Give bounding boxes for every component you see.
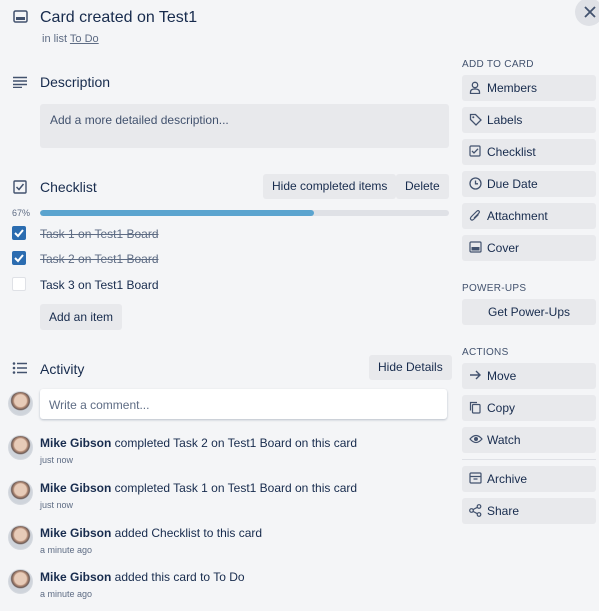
checklist-item-2[interactable]: Task 2 on Test1 Board [40, 252, 159, 266]
attachment-button[interactable]: Attachment [462, 203, 596, 229]
checklist-item-1[interactable]: Task 1 on Test1 Board [40, 227, 159, 241]
arrow-right-icon [470, 370, 481, 380]
archive-label: Archive [487, 472, 528, 486]
due-date-label: Due Date [487, 177, 538, 191]
checklist-label: Checklist [487, 145, 536, 159]
copy-button[interactable]: Copy [462, 395, 596, 421]
move-label: Move [487, 369, 517, 383]
add-item-button[interactable]: Add an item [40, 304, 123, 330]
share-button[interactable]: Share [462, 498, 596, 524]
get-power-ups-button[interactable]: Get Power-Ups [462, 299, 596, 325]
activity-user[interactable]: Mike Gibson [40, 570, 112, 584]
attachment-label: Attachment [487, 209, 548, 223]
activity-entry: Mike Gibson completed Task 2 on Test1 Bo… [40, 436, 357, 450]
power-ups-heading: POWER-UPS [462, 283, 527, 294]
close-icon [584, 6, 596, 18]
add-to-card-heading: ADD TO CARD [462, 59, 534, 70]
activity-entry: Mike Gibson completed Task 1 on Test1 Bo… [40, 481, 357, 495]
description-icon [13, 76, 27, 88]
check-icon [14, 229, 24, 238]
hide-details-button[interactable]: Hide Details [369, 355, 452, 380]
activity-text: added this card to To Do [111, 570, 245, 584]
description-field[interactable]: Add a more detailed description... [40, 104, 449, 148]
list-info: in list To Do [42, 33, 99, 45]
members-label: Members [487, 81, 538, 95]
activity-text: added Checklist to this card [111, 526, 263, 540]
progress-percent: 67% [12, 208, 31, 218]
labels-button[interactable]: Labels [462, 107, 596, 133]
activity-time[interactable]: a minute ago [40, 545, 93, 555]
activity-entry: Mike Gibson added this card to To Do [40, 570, 245, 584]
checklist-icon [469, 145, 481, 157]
activity-time[interactable]: a minute ago [40, 589, 93, 599]
cover-button[interactable]: Cover [462, 235, 596, 261]
eye-icon [469, 434, 483, 444]
avatar [8, 435, 33, 460]
archive-button[interactable]: Archive [462, 466, 596, 492]
cover-label: Cover [487, 241, 520, 255]
list-link[interactable]: To Do [69, 33, 99, 45]
activity-user[interactable]: Mike Gibson [40, 526, 112, 540]
copy-label: Copy [487, 401, 516, 415]
clock-icon [469, 177, 482, 190]
activity-time[interactable]: just now [40, 455, 74, 465]
due-date-button[interactable]: Due Date [462, 171, 596, 197]
cover-icon [469, 241, 482, 253]
delete-checklist-button[interactable]: Delete [396, 174, 449, 199]
comment-input[interactable]: Write a comment... [40, 389, 447, 419]
close-button[interactable] [575, 0, 599, 26]
archive-icon [469, 472, 482, 484]
get-power-ups-label: Get Power-Ups [487, 305, 571, 319]
checklist-item-2-checkbox[interactable] [12, 251, 26, 265]
share-icon [469, 504, 482, 517]
avatar [8, 569, 33, 594]
move-button[interactable]: Move [462, 363, 596, 389]
activity-icon [12, 362, 27, 374]
activity-time[interactable]: just now [40, 500, 74, 510]
activity-text: completed Task 1 on Test1 Board on this … [111, 481, 358, 495]
activity-entry: Mike Gibson added Checklist to this card [40, 526, 262, 540]
avatar [8, 391, 33, 416]
comment-placeholder: Write a comment... [49, 398, 150, 412]
watch-button[interactable]: Watch [462, 427, 596, 453]
progress-fill [40, 210, 315, 216]
description-placeholder: Add a more detailed description... [50, 113, 229, 127]
sidebar-divider [462, 459, 596, 460]
copy-icon [469, 401, 481, 414]
tag-icon [469, 113, 482, 126]
checklist-icon [13, 180, 27, 194]
actions-heading: ACTIONS [462, 347, 509, 358]
list-prefix: in list [42, 33, 68, 45]
hide-completed-button[interactable]: Hide completed items [263, 174, 397, 199]
activity-text: completed Task 2 on Test1 Board on this … [111, 436, 358, 450]
avatar [8, 480, 33, 505]
activity-user[interactable]: Mike Gibson [40, 481, 112, 495]
checklist-button[interactable]: Checklist [462, 139, 596, 165]
checklist-item-3-checkbox[interactable] [12, 277, 26, 291]
card-icon [13, 10, 28, 23]
activity-heading: Activity [40, 361, 85, 377]
checklist-item-1-checkbox[interactable] [12, 226, 26, 240]
activity-user[interactable]: Mike Gibson [40, 436, 112, 450]
check-icon [14, 254, 24, 263]
watch-label: Watch [487, 433, 521, 447]
person-icon [469, 81, 481, 94]
description-heading: Description [40, 74, 111, 90]
share-label: Share [487, 504, 520, 518]
checklist-item-3[interactable]: Task 3 on Test1 Board [40, 278, 159, 292]
card-title[interactable]: Card created on Test1 [40, 9, 198, 26]
members-button[interactable]: Members [462, 75, 596, 101]
paperclip-icon [469, 210, 480, 221]
progress-track [40, 210, 449, 216]
checklist-heading: Checklist [40, 179, 97, 195]
avatar [8, 525, 33, 550]
labels-label: Labels [487, 113, 523, 127]
